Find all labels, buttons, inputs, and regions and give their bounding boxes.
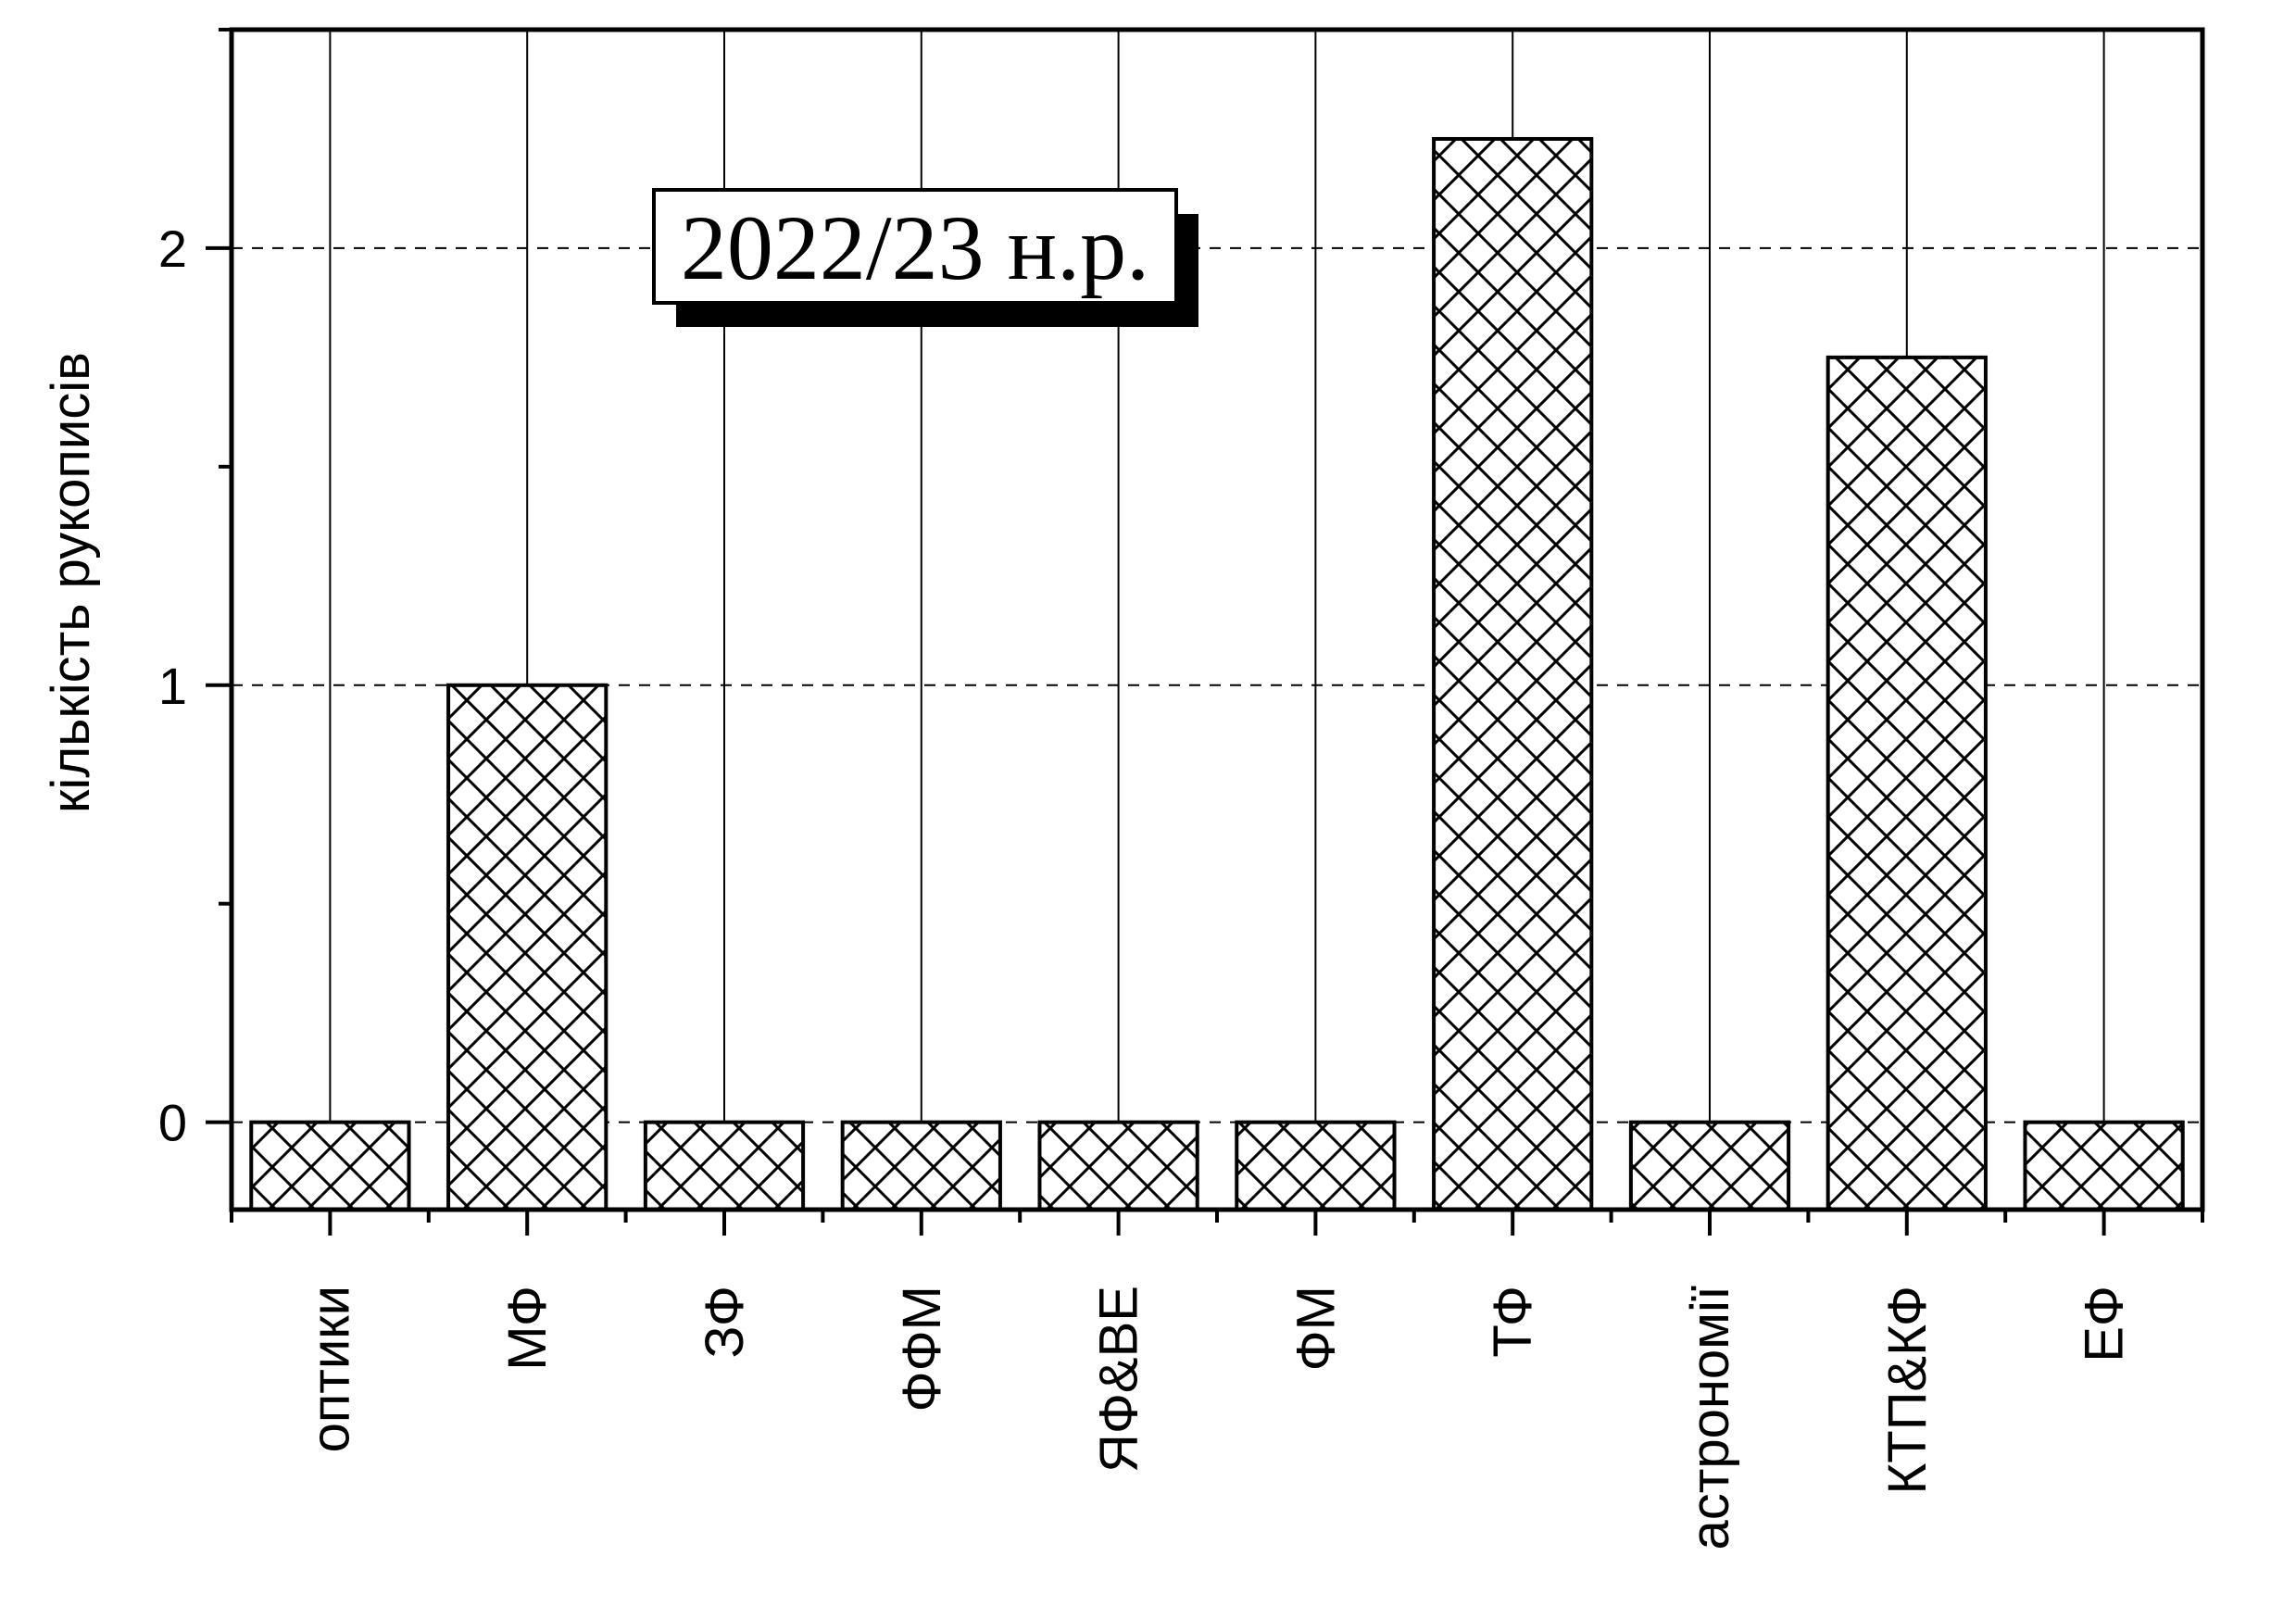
x-category-label: ФФМ — [892, 1286, 952, 1412]
x-category-label: КТП&КФ — [1877, 1286, 1938, 1495]
x-category-label: ТФ — [1483, 1286, 1543, 1358]
bar — [446, 683, 609, 1211]
bar — [1037, 1120, 1199, 1212]
x-category-label: ФМ — [1286, 1286, 1346, 1371]
x-category-labels: оптики МФ ЗФ ФФМ ЯФ&ВЕ ФМ ТФ астрономії КТП&КФ ЕФ — [300, 1286, 2134, 1550]
bar — [1826, 355, 1988, 1211]
bar — [643, 1120, 806, 1212]
y-tick-label: 2 — [158, 220, 187, 278]
bar — [1432, 136, 1594, 1211]
x-category-label: ЕФ — [2075, 1286, 2135, 1362]
y-tick-labels: 0 1 2 — [158, 220, 187, 1152]
annotation-label: 2022/23 н.р. — [681, 196, 1149, 299]
bar — [2023, 1120, 2185, 1212]
x-category-label: ЗФ — [695, 1286, 755, 1358]
bar — [1235, 1120, 1397, 1212]
y-axis-title: кількість рукописів — [41, 352, 101, 813]
x-category-label: ЯФ&ВЕ — [1089, 1286, 1149, 1473]
axis-ticks — [206, 28, 2204, 1236]
x-category-label: МФ — [497, 1286, 558, 1371]
annotation-box: 2022/23 н.р. — [652, 188, 1198, 327]
bars — [249, 136, 2185, 1212]
y-tick-label: 1 — [158, 657, 187, 715]
y-tick-label: 0 — [158, 1094, 187, 1152]
x-category-label: астрономії — [1680, 1286, 1740, 1550]
bar — [249, 1120, 411, 1212]
bar — [1628, 1120, 1791, 1212]
annotation-frame — [652, 188, 1178, 305]
bar — [840, 1120, 1002, 1212]
x-category-label: оптики — [300, 1286, 360, 1452]
